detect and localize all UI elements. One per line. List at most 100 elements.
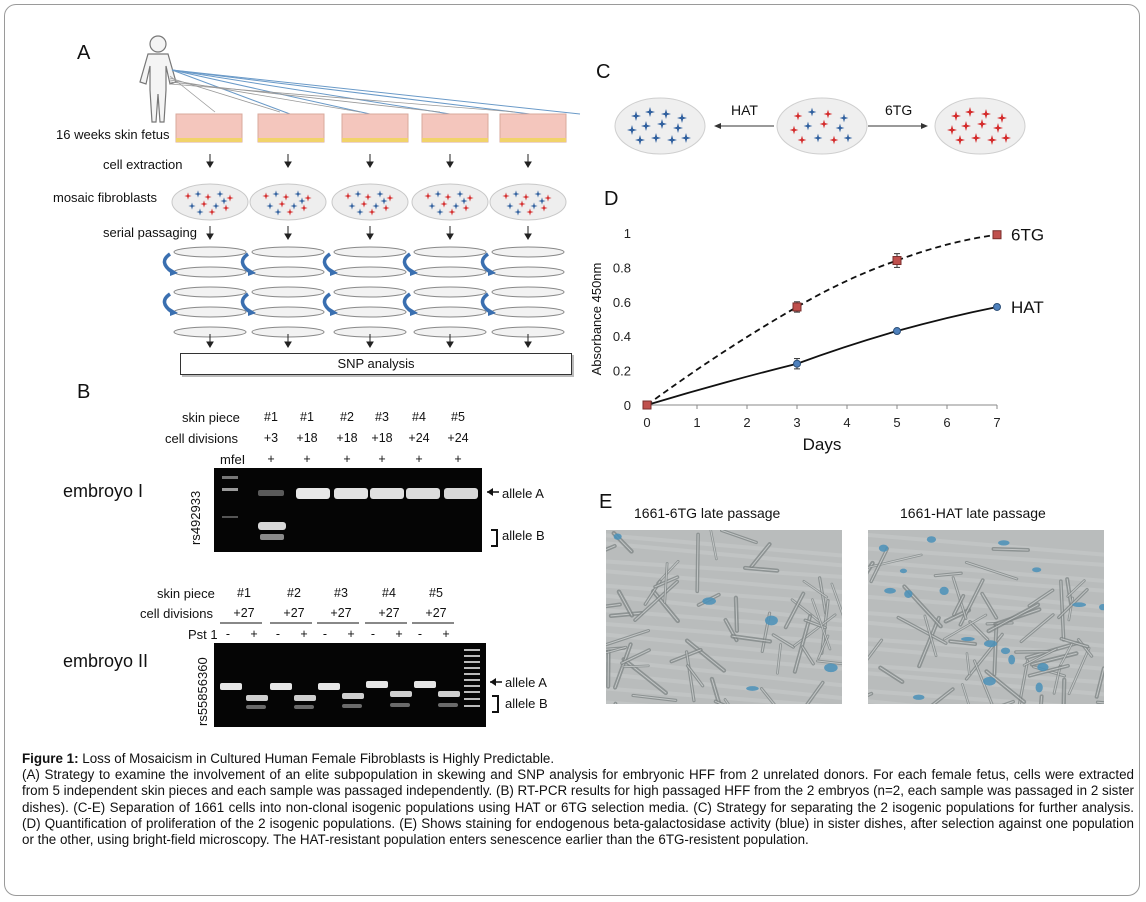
point-6TG [792,302,802,312]
x-tick-label: 2 [743,415,750,430]
point-6TG [992,230,1002,240]
y-tick-label: 0.8 [613,260,631,275]
gel1-snp-label: rs492933 [188,490,203,545]
blue-stain [1072,602,1087,608]
c-hat-label: HAT [731,102,758,118]
gel2-enz-2-plus: + [300,627,308,641]
gel2-allele-a: allele A [505,675,547,690]
micrograph-hat [868,530,1104,704]
curved-arrow-icon [322,252,334,274]
x-tick-label: 0 [643,415,650,430]
caption-title: Figure 1: [22,751,79,766]
gel2-div-2: +27 [283,606,305,620]
blue-stain [1099,603,1104,611]
gel2-enz-2-minus: - [275,627,281,641]
passage-dish [173,286,247,298]
gel1-piece-3: #2 [340,410,354,424]
human-figure-icon [139,35,177,123]
mosaic-dish [331,183,409,221]
passage-dish [333,266,407,278]
gel2-piece-1: #1 [237,586,251,600]
snp-analysis-box: SNP analysis [180,353,572,375]
x-tick-label: 4 [843,415,850,430]
gel1-enz-2: + [303,452,311,466]
gel2-enz-1-minus: - [225,627,231,641]
blue-stain [998,540,1010,546]
y-tick-label: 0.6 [613,295,631,310]
x-tick-label: 6 [943,415,950,430]
gel1-row-enzyme: mfeI [220,452,246,467]
gel2-group-underlines [220,622,454,624]
arrow-left-icon [714,123,721,129]
y-tick-label: 0.2 [613,364,631,379]
gel2-piece-2: #2 [287,586,301,600]
gel1-enz-3: + [343,452,351,466]
gel2-div-3: +27 [330,606,352,620]
mosaic-dish [489,183,567,221]
gel1-enz-1: + [267,452,275,466]
blue-stain [746,686,759,691]
passage-dish [413,286,487,298]
gel1-piece-2: #1 [300,410,314,424]
x-tick-label: 1 [693,415,700,430]
blue-stain [984,640,998,648]
gel2-snp-label: rs55856360 [195,657,210,726]
e-right-title: 1661-HAT late passage [900,505,1046,521]
selection-dish [614,97,706,155]
curved-arrow-icon [480,292,492,314]
mosaic-dishes [171,183,567,221]
arrow-right-icon [921,123,928,129]
mosaic-dish [171,183,249,221]
caption-title-rest: Loss of Mosaicism in Cultured Human Fema… [78,751,555,766]
passage-dish [251,246,325,258]
gel1-piece-5: #4 [412,410,426,424]
passage-dish [491,286,565,298]
blue-stain [904,590,913,598]
y-tick-label: 1 [624,226,631,241]
curved-arrow-icon [240,252,252,274]
gel1-div-4: +18 [371,431,393,445]
gel2-piece-4: #4 [382,586,396,600]
gel1-enz-4: + [378,452,386,466]
passage-dish [491,246,565,258]
gel2-div-4: +27 [378,606,400,620]
passage-dish [251,306,325,318]
panel-b-label: B [77,381,91,403]
panel-d-label: D [604,188,619,210]
row-label-extraction: cell extraction [103,157,183,172]
blue-stain [926,536,937,543]
panel-a-diagram [139,35,581,348]
curved-arrow-icon [240,292,252,314]
selection-dish [934,97,1026,155]
gel1-allele-markers [487,488,499,547]
point-6TG [892,256,902,266]
gel2-div-5: +27 [425,606,447,620]
gel2-row-divisions: cell divisions [140,606,213,621]
gel1-row-skin: skin piece [182,410,240,425]
passage-dish [333,306,407,318]
growth-chart: 0 1 2 3 4 5 6 7 0 0.2 0.4 0.6 0.8 1 Days Absorbance 450… [589,226,1044,454]
gel2-allele-markers [490,678,502,713]
point-HAT [993,302,1001,311]
gel1-div-2: +18 [296,431,318,445]
gel2-enz-4-plus: + [395,627,403,641]
x-tick-label: 5 [893,415,900,430]
blue-stain [884,587,896,594]
passage-dish [173,246,247,258]
gel2-enz-5-plus: + [442,627,450,641]
gel2-image [214,643,486,727]
figure-frame [4,4,1140,896]
blue-stain [613,533,622,540]
passage-dish [491,266,565,278]
passaging-dishes [162,246,565,338]
selection-dish [776,97,868,155]
blue-stain [939,586,949,596]
curved-arrow-icon [402,292,414,314]
blue-stain [1000,647,1011,655]
y-tick-label: 0 [624,398,631,413]
y-tick-label: 0.4 [613,329,631,344]
gel2-div-1: +27 [233,606,255,620]
x-tick-label: 7 [993,415,1000,430]
gel2-piece-5: #5 [429,586,443,600]
gel1-div-6: +24 [447,431,469,445]
